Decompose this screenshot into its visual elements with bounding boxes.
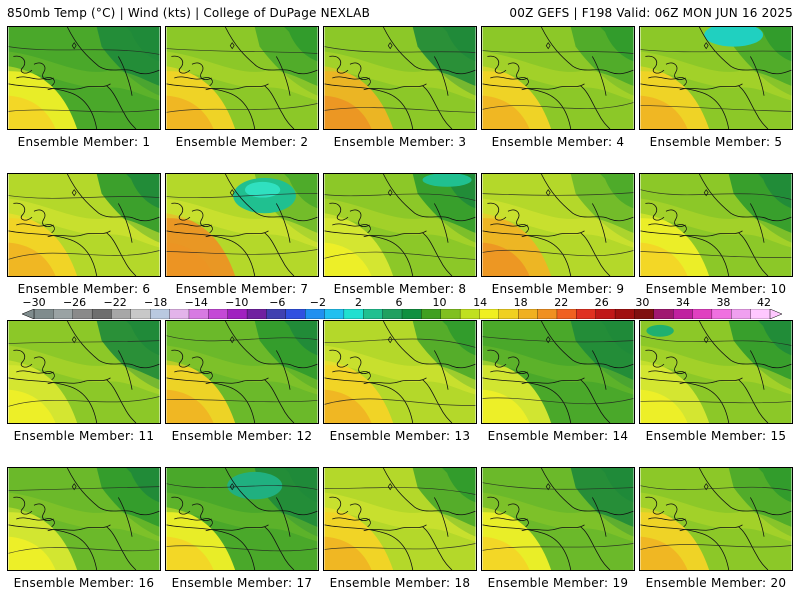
colorbar-tick-label: 38	[716, 296, 731, 309]
ensemble-member-label: Ensemble Member: 19	[487, 576, 629, 590]
ensemble-member-map-7	[165, 173, 319, 277]
ensemble-member-label: Ensemble Member: 5	[649, 135, 783, 149]
ensemble-member-map-8	[323, 173, 477, 277]
ensemble-member-label: Ensemble Member: 16	[13, 576, 155, 590]
colorbar-tick-label: −26	[62, 296, 87, 309]
colorbar-tick-label: 26	[594, 296, 609, 309]
ensemble-member-map-12	[165, 320, 319, 424]
ensemble-member-map-3	[323, 26, 477, 130]
ensemble-member-label: Ensemble Member: 18	[329, 576, 471, 590]
ensemble-member-map-15	[639, 320, 793, 424]
ensemble-member-map-4	[481, 26, 635, 130]
ensemble-member-map-10	[639, 173, 793, 277]
ensemble-member-map-6	[7, 173, 161, 277]
ensemble-member-map-5	[639, 26, 793, 130]
colorbar-tick-label: −2	[309, 296, 326, 309]
ensemble-member-map-13	[323, 320, 477, 424]
colorbar-tick-label: −18	[144, 296, 168, 309]
colorbar-tick-label: 22	[554, 296, 569, 309]
ensemble-member-label: Ensemble Member: 20	[645, 576, 787, 590]
colorbar-tick-label: −22	[103, 296, 127, 309]
ensemble-member-label: Ensemble Member: 15	[645, 429, 787, 443]
ensemble-member-label: Ensemble Member: 12	[171, 429, 313, 443]
ensemble-member-map-19	[481, 467, 635, 571]
colorbar-tick-label: 14	[473, 296, 488, 309]
colorbar-tick-label: 10	[432, 296, 447, 309]
colorbar-tick-label: −6	[269, 296, 286, 309]
ensemble-member-label: Ensemble Member: 4	[491, 135, 625, 149]
ensemble-member-label: Ensemble Member: 2	[175, 135, 309, 149]
colorbar-tick-label: 34	[675, 296, 690, 309]
ensemble-member-label: Ensemble Member: 13	[329, 429, 471, 443]
ensemble-member-label: Ensemble Member: 9	[491, 282, 625, 296]
colorbar-tick-label: 6	[395, 296, 403, 309]
ensemble-member-label: Ensemble Member: 8	[333, 282, 467, 296]
colorbar-tick-label: 18	[513, 296, 528, 309]
ensemble-member-label: Ensemble Member: 10	[645, 282, 787, 296]
colorbar-strip	[22, 309, 782, 319]
colorbar-tick-label: 42	[757, 296, 771, 309]
colorbar-tick-label: 30	[635, 296, 650, 309]
ensemble-member-label: Ensemble Member: 14	[487, 429, 629, 443]
ensemble-member-map-16	[7, 467, 161, 571]
colorbar-tick-label: 2	[354, 296, 362, 309]
ensemble-member-map-18	[323, 467, 477, 571]
ensemble-member-map-14	[481, 320, 635, 424]
ensemble-member-map-20	[639, 467, 793, 571]
colorbar-tick-label: −10	[225, 296, 249, 309]
ensemble-member-map-9	[481, 173, 635, 277]
ensemble-member-label: Ensemble Member: 17	[171, 576, 313, 590]
colorbar-tick-label: −14	[184, 296, 208, 309]
map-title: 850mb Temp (°C) | Wind (kts) | College o…	[7, 6, 371, 20]
ensemble-member-label: Ensemble Member: 11	[13, 429, 155, 443]
ensemble-member-label: Ensemble Member: 3	[333, 135, 467, 149]
ensemble-member-label: Ensemble Member: 6	[17, 282, 151, 296]
run-valid-time: 00Z GEFS | F198 Valid: 06Z MON JUN 16 20…	[509, 6, 793, 20]
colorbar-tick-label: −30	[22, 296, 46, 309]
ensemble-member-map-2	[165, 26, 319, 130]
ensemble-member-label: Ensemble Member: 7	[175, 282, 309, 296]
ensemble-member-map-11	[7, 320, 161, 424]
ensemble-member-map-17	[165, 467, 319, 571]
ensemble-member-map-1	[7, 26, 161, 130]
ensemble-member-label: Ensemble Member: 1	[17, 135, 151, 149]
